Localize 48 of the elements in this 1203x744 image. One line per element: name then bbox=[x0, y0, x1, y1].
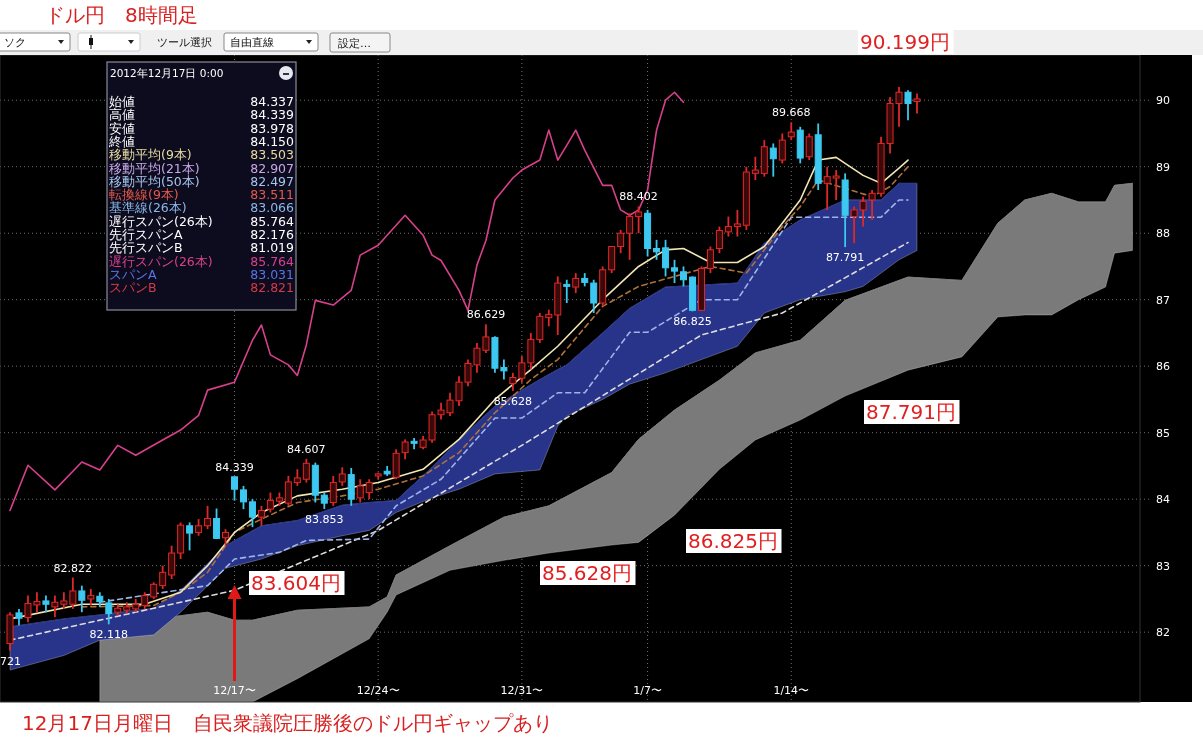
text: 先行スパンB 81.019 bbox=[109, 240, 294, 256]
annotation: 86.825 bbox=[673, 315, 712, 329]
text: 自由直線 bbox=[230, 36, 274, 49]
text: 転換線(9本) 83.511 bbox=[109, 187, 294, 203]
text: 高値 84.339 bbox=[109, 107, 294, 123]
text: 移動平均(9本) 83.503 bbox=[109, 147, 294, 163]
y-tick-label: 87 bbox=[1156, 293, 1170, 307]
x-tick-label: 1/7〜 bbox=[633, 684, 662, 697]
y-tick-label: 90 bbox=[1156, 94, 1170, 108]
y-tick-label: 85 bbox=[1156, 426, 1170, 440]
text: 90.199円 bbox=[860, 30, 950, 54]
text: 遅行スパン(26本) 85.764 bbox=[109, 213, 294, 229]
x-tick-label: 12/17〜 bbox=[213, 684, 256, 697]
annotation: 87.791円 bbox=[866, 400, 956, 424]
chart-title: ドル円 8時間足 bbox=[45, 3, 198, 27]
x-tick-label: 12/24〜 bbox=[356, 684, 400, 697]
annotation: 83.604円 bbox=[251, 571, 341, 595]
text: 基準線(26本) 83.066 bbox=[109, 200, 294, 216]
text: 先行スパンA 82.176 bbox=[109, 227, 294, 242]
x-tick-label: 12/31〜 bbox=[500, 684, 544, 697]
annotation: 87.791 bbox=[825, 251, 865, 265]
annotation: 85.628円 bbox=[542, 561, 632, 585]
text: 12月17日月曜日 自民衆議院圧勝後のドル円ギャップあり bbox=[22, 711, 553, 735]
annotation: 84.607 bbox=[287, 442, 326, 456]
text: 遅行スパン(26本) 85.764 bbox=[109, 253, 294, 269]
text: ソク bbox=[4, 36, 26, 49]
y-tick-label: 83 bbox=[1156, 559, 1170, 573]
text: 安値 83.978 bbox=[109, 120, 294, 136]
y-tick-label: 82 bbox=[1156, 626, 1170, 640]
annotation: 82.118 bbox=[89, 628, 129, 642]
y-tick-label: 86 bbox=[1156, 360, 1170, 374]
text: 設定… bbox=[338, 37, 371, 50]
annotation: 86.825円 bbox=[688, 529, 778, 553]
annotation: 84.339 bbox=[215, 460, 254, 474]
y-tick-label: 88 bbox=[1156, 227, 1170, 241]
text: 移動平均(21本) 82.907 bbox=[109, 160, 294, 176]
text: スパンB 82.821 bbox=[109, 280, 294, 296]
y-tick-label: 84 bbox=[1156, 493, 1170, 507]
annotation: 86.629 bbox=[466, 308, 506, 322]
annotation: 89.668 bbox=[772, 106, 811, 120]
y-tick-label: 89 bbox=[1156, 160, 1170, 174]
x-tick-label: 1/14〜 bbox=[773, 684, 810, 697]
text: ツール選択 bbox=[157, 36, 212, 49]
annotation: 82.822 bbox=[53, 561, 93, 575]
text: 終値 84.150 bbox=[109, 133, 294, 149]
text: 始値 84.337 bbox=[109, 94, 294, 109]
annotation: 83.853 bbox=[305, 512, 344, 526]
annotation: 2012年12月17日 0:00 bbox=[110, 67, 224, 79]
